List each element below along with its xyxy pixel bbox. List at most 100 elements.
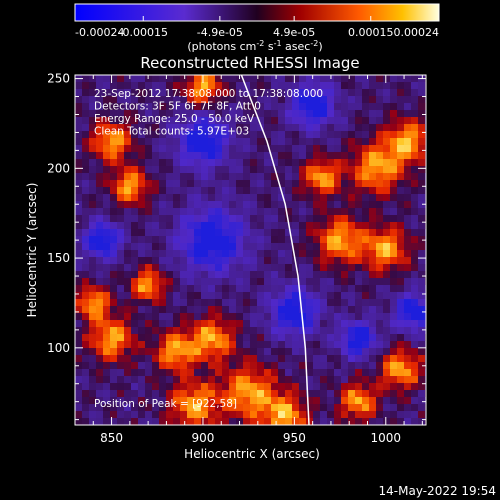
heatmap-cell bbox=[257, 131, 265, 139]
heatmap-cell bbox=[194, 117, 202, 125]
heatmap-cell bbox=[138, 131, 146, 139]
heatmap-cell bbox=[117, 285, 125, 293]
heatmap-cell bbox=[131, 271, 139, 279]
heatmap-cell bbox=[397, 320, 405, 328]
heatmap-cell bbox=[110, 110, 118, 118]
heatmap-cell bbox=[320, 285, 328, 293]
heatmap-cell bbox=[285, 180, 293, 188]
heatmap-cell bbox=[264, 299, 272, 307]
heatmap-cell bbox=[411, 124, 419, 132]
heatmap-cell bbox=[327, 243, 335, 251]
heatmap-cell bbox=[145, 418, 153, 425]
heatmap-cell bbox=[285, 271, 293, 279]
heatmap-cell bbox=[299, 82, 307, 90]
heatmap-cell bbox=[152, 201, 160, 209]
heatmap-cell bbox=[117, 369, 125, 377]
heatmap-cell bbox=[96, 117, 104, 125]
heatmap-cell bbox=[383, 75, 391, 83]
heatmap-cell bbox=[362, 103, 370, 111]
heatmap-cell bbox=[355, 103, 363, 111]
heatmap-cell bbox=[320, 103, 328, 111]
heatmap-cell bbox=[411, 152, 419, 160]
heatmap-cell bbox=[75, 117, 83, 125]
heatmap-cell bbox=[271, 117, 279, 125]
heatmap-cell bbox=[110, 131, 118, 139]
heatmap-cell bbox=[383, 320, 391, 328]
heatmap-cell bbox=[131, 236, 139, 244]
heatmap-cell bbox=[103, 334, 111, 342]
heatmap-cell bbox=[166, 383, 174, 391]
heatmap-cell bbox=[285, 229, 293, 237]
heatmap-cell bbox=[278, 222, 286, 230]
heatmap-cell bbox=[96, 145, 104, 153]
heatmap-cell bbox=[313, 411, 321, 419]
heatmap-cell bbox=[397, 152, 405, 160]
heatmap-cell bbox=[82, 89, 90, 97]
heatmap-cell bbox=[208, 159, 216, 167]
heatmap-cell bbox=[201, 257, 209, 265]
heatmap-cell bbox=[264, 75, 272, 83]
heatmap-cell bbox=[243, 208, 251, 216]
annotation-line: Clean Total counts: 5.97E+03 bbox=[94, 126, 249, 138]
heatmap-cell bbox=[96, 383, 104, 391]
heatmap-cell bbox=[334, 264, 342, 272]
heatmap-cell bbox=[271, 138, 279, 146]
heatmap-cell bbox=[117, 82, 125, 90]
heatmap-cell bbox=[278, 124, 286, 132]
heatmap-cell bbox=[145, 201, 153, 209]
heatmap-cell bbox=[138, 96, 146, 104]
heatmap-cell bbox=[180, 229, 188, 237]
heatmap-cell bbox=[299, 362, 307, 370]
heatmap-cell bbox=[271, 201, 279, 209]
heatmap-cell bbox=[376, 313, 384, 321]
heatmap-cell bbox=[418, 194, 426, 202]
heatmap-cell bbox=[341, 341, 349, 349]
heatmap-cell bbox=[362, 404, 370, 412]
heatmap-cell bbox=[320, 75, 328, 83]
heatmap-cell bbox=[418, 411, 426, 419]
heatmap-cell bbox=[383, 180, 391, 188]
heatmap-cell bbox=[110, 397, 118, 405]
heatmap-cell bbox=[215, 138, 223, 146]
heatmap-cell bbox=[208, 383, 216, 391]
heatmap-cell bbox=[278, 418, 286, 425]
heatmap-cell bbox=[75, 173, 83, 181]
heatmap-cell bbox=[418, 404, 426, 412]
heatmap-cell bbox=[369, 152, 377, 160]
heatmap-cell bbox=[278, 138, 286, 146]
heatmap-cell bbox=[201, 355, 209, 363]
heatmap-cell bbox=[117, 257, 125, 265]
heatmap-cell bbox=[201, 292, 209, 300]
heatmap-cell bbox=[194, 138, 202, 146]
heatmap-cell bbox=[285, 152, 293, 160]
heatmap-cell bbox=[341, 187, 349, 195]
heatmap-cell bbox=[278, 96, 286, 104]
heatmap-cell bbox=[138, 138, 146, 146]
heatmap-cell bbox=[369, 236, 377, 244]
heatmap-cell bbox=[355, 201, 363, 209]
heatmap-cell bbox=[180, 355, 188, 363]
heatmap-cell bbox=[292, 215, 300, 223]
heatmap-cell bbox=[404, 390, 412, 398]
heatmap-cell bbox=[103, 348, 111, 356]
heatmap-cell bbox=[376, 355, 384, 363]
heatmap-cell bbox=[411, 418, 419, 425]
heatmap-cell bbox=[194, 306, 202, 314]
heatmap-cell bbox=[110, 348, 118, 356]
heatmap-cell bbox=[250, 208, 258, 216]
heatmap-cell bbox=[313, 390, 321, 398]
heatmap-cell bbox=[229, 124, 237, 132]
heatmap-cell bbox=[75, 152, 83, 160]
heatmap-cell bbox=[208, 390, 216, 398]
heatmap-cell bbox=[390, 222, 398, 230]
heatmap-cell bbox=[103, 292, 111, 300]
heatmap-cell bbox=[236, 201, 244, 209]
heatmap-cell bbox=[278, 313, 286, 321]
heatmap-cell bbox=[145, 299, 153, 307]
heatmap-cell bbox=[411, 376, 419, 384]
heatmap-cell bbox=[187, 117, 195, 125]
heatmap-cell bbox=[355, 271, 363, 279]
heatmap-cell bbox=[250, 194, 258, 202]
heatmap-cell bbox=[250, 257, 258, 265]
heatmap-cell bbox=[376, 166, 384, 174]
